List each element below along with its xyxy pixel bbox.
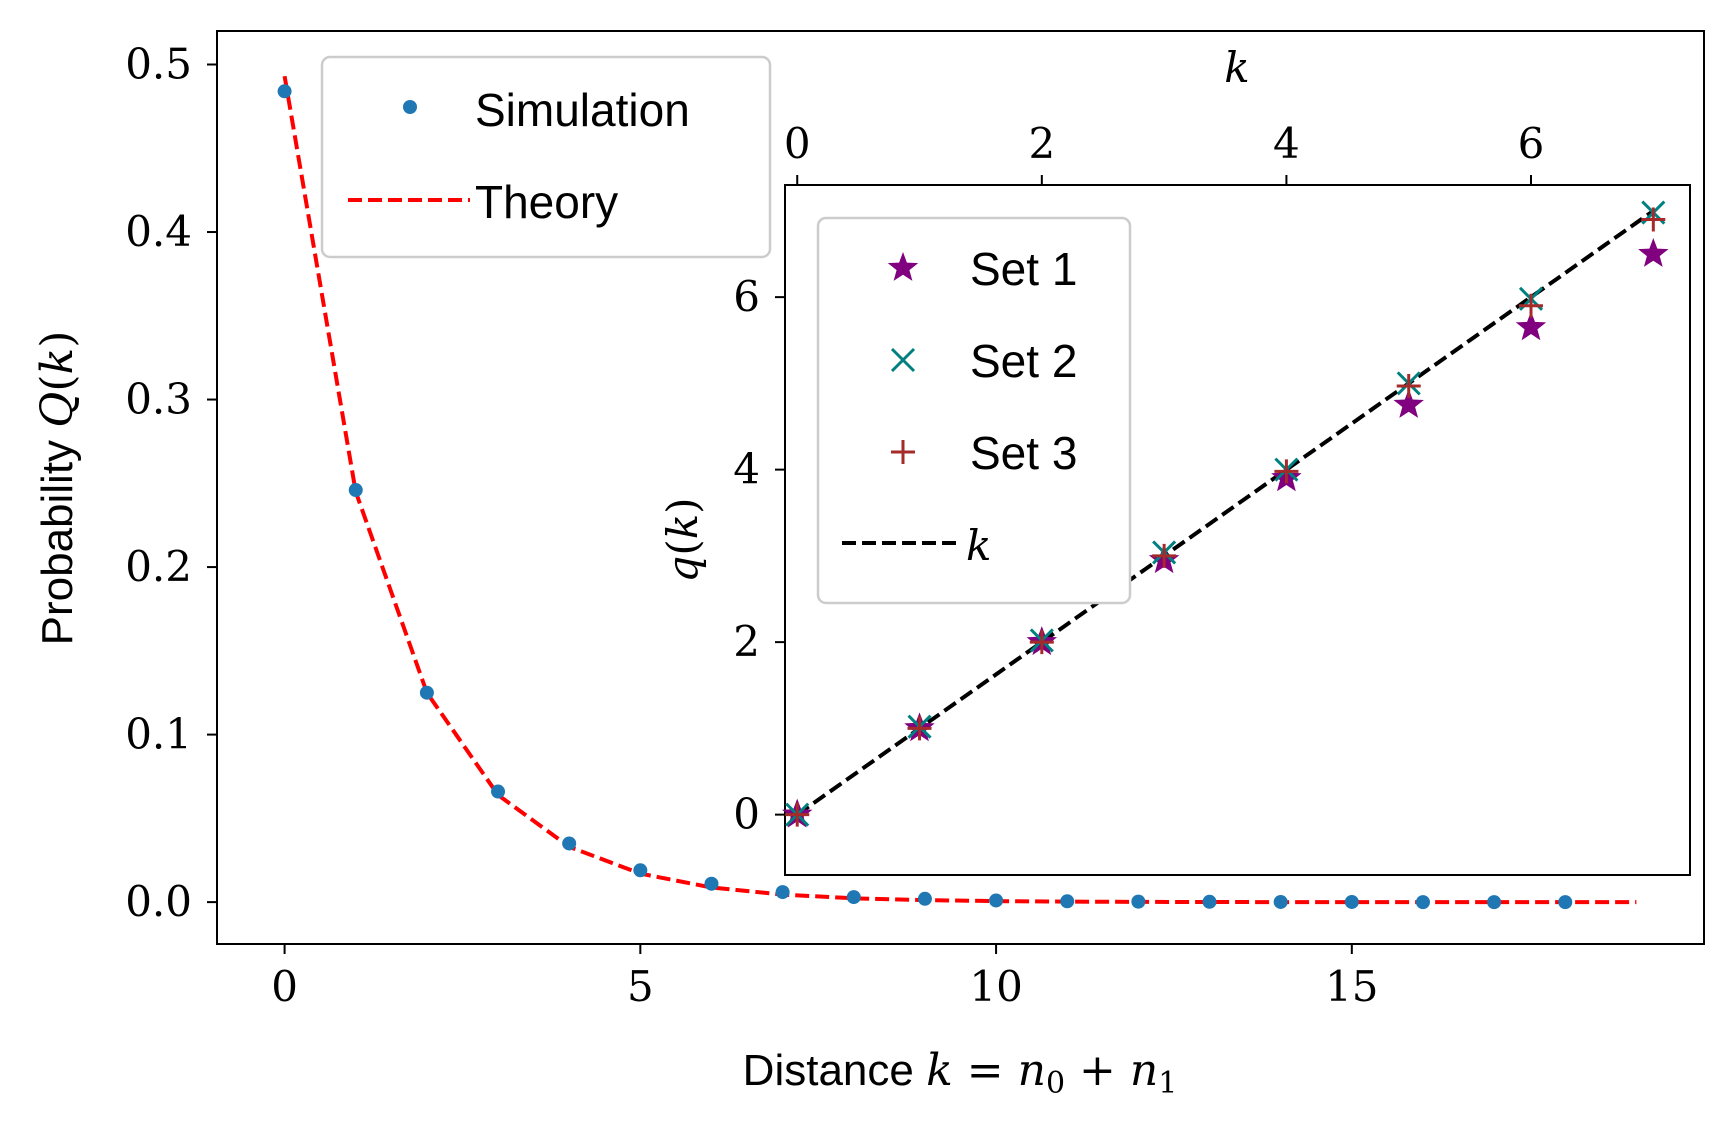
main-x-axis-label-eq: = bbox=[953, 1045, 1018, 1096]
simulation-point bbox=[1060, 894, 1075, 909]
main-legend-frame bbox=[320, 55, 772, 259]
identity-line bbox=[796, 209, 1655, 817]
inset-series bbox=[782, 200, 1669, 828]
simulation-point bbox=[775, 885, 790, 900]
legend-set1-marker bbox=[887, 252, 919, 281]
simulation-point bbox=[1558, 895, 1573, 910]
inset-y-tick-label: 2 bbox=[733, 617, 760, 666]
simulation-point bbox=[419, 685, 434, 700]
main-x-axis-label-var: k bbox=[926, 1045, 953, 1096]
legend-set3-label: Set 3 bbox=[970, 427, 1077, 479]
simulation-point bbox=[491, 784, 506, 799]
main-y-tick-label: 0.3 bbox=[125, 375, 192, 424]
inset-legend: Set 1 Set 2 Set 3 k bbox=[816, 216, 1132, 605]
main-x-tick-label: 15 bbox=[1325, 962, 1378, 1011]
legend-theory-label: Theory bbox=[475, 176, 618, 228]
inset-x-tick-label: 2 bbox=[1028, 119, 1055, 168]
inset-legend-frame bbox=[816, 216, 1132, 605]
set3-point bbox=[1641, 207, 1666, 232]
main-x-tick-label: 0 bbox=[271, 962, 298, 1011]
legend-simulation-label: Simulation bbox=[475, 84, 690, 136]
set3-point bbox=[1396, 373, 1421, 398]
legend-set2-x bbox=[890, 347, 916, 373]
main-x-tick-label: 5 bbox=[627, 962, 654, 1011]
main-x-axis-label-n0: n bbox=[1018, 1045, 1046, 1096]
simulation-point bbox=[633, 863, 648, 878]
simulation-point bbox=[1344, 894, 1359, 909]
set1-point bbox=[1393, 388, 1424, 418]
set3-point bbox=[1519, 293, 1544, 318]
main-y-tick-label: 0.4 bbox=[125, 207, 192, 256]
main-y-axis-label-var: k bbox=[32, 348, 83, 375]
set3-point bbox=[1152, 543, 1177, 568]
legend-set3-marker bbox=[891, 440, 915, 464]
main-x-axis-label-n0-sub: 0 bbox=[1046, 1066, 1065, 1101]
main-y-axis-label-open: ( bbox=[32, 374, 83, 391]
inset-y-axis-label-open: ( bbox=[658, 539, 707, 555]
legend-identity-label: k bbox=[966, 521, 991, 570]
legend-set1-label: Set 1 bbox=[970, 243, 1077, 295]
inset-x-tick-label: 6 bbox=[1518, 119, 1545, 168]
inset-y-axis-label-close: ) bbox=[658, 497, 707, 513]
simulation-point bbox=[989, 893, 1004, 908]
main-x-axis-label-n1-sub: 1 bbox=[1158, 1066, 1177, 1101]
set3-point bbox=[785, 802, 810, 827]
simulation-point bbox=[1273, 894, 1288, 909]
theory-line bbox=[282, 75, 1637, 905]
main-x-axis-label: Distance k = n0 + n1 bbox=[743, 1045, 1178, 1101]
main-y-axis-label-text: Probability bbox=[33, 428, 82, 646]
main-series bbox=[277, 75, 1637, 910]
set3-point bbox=[1274, 459, 1299, 484]
inset-y-axis-label-fn: q bbox=[658, 556, 707, 583]
simulation-point bbox=[846, 890, 861, 905]
simulation-point bbox=[277, 84, 292, 99]
main-x-tick-label: 10 bbox=[969, 962, 1022, 1011]
inset-y-tick-label: 4 bbox=[733, 445, 760, 494]
simulation-point bbox=[704, 876, 719, 891]
simulation-point bbox=[348, 483, 363, 498]
inset-y-tick-label: 6 bbox=[733, 272, 760, 321]
legend-set3-plus bbox=[891, 440, 915, 464]
legend-simulation-marker bbox=[403, 100, 417, 114]
simulation-point bbox=[1202, 894, 1217, 909]
main-x-axis-label-text: Distance bbox=[743, 1046, 926, 1095]
simulation-point bbox=[1131, 894, 1146, 909]
simulation-point bbox=[562, 836, 577, 851]
inset-x-tick-label: 4 bbox=[1273, 119, 1300, 168]
main-x-axis-label-n1: n bbox=[1130, 1045, 1158, 1096]
set1-point bbox=[1515, 311, 1547, 341]
inset-ticks: 0 2 4 6 0 2 4 6 bbox=[733, 119, 1544, 839]
set3-point bbox=[1029, 630, 1054, 655]
main-legend: Simulation Theory bbox=[320, 55, 772, 259]
main-y-axis-label-fn: Q bbox=[32, 392, 83, 428]
main-y-tick-label: 0.1 bbox=[125, 710, 192, 759]
set3-point bbox=[907, 716, 932, 741]
legend-set2-marker bbox=[890, 347, 916, 373]
inset-y-tick-label: 0 bbox=[733, 790, 760, 839]
main-y-axis-label-close: ) bbox=[32, 331, 83, 348]
legend-set2-label: Set 2 bbox=[970, 335, 1077, 387]
inset-x-axis-label: k bbox=[1224, 43, 1249, 92]
main-y-tick-label: 0.2 bbox=[125, 542, 192, 591]
main-y-axis-label: Probability Q(k) bbox=[32, 331, 83, 646]
main-ticks: 0 5 10 15 0.0 0.1 0.2 0.3 0.4 0.5 bbox=[125, 40, 1378, 1011]
simulation-point bbox=[1415, 895, 1430, 910]
main-y-tick-label: 0.0 bbox=[125, 877, 192, 926]
set1-point bbox=[1638, 238, 1669, 267]
main-y-tick-label: 0.5 bbox=[125, 40, 192, 89]
inset-y-axis-label: q(k) bbox=[658, 497, 707, 582]
main-x-axis-label-plus: + bbox=[1065, 1045, 1130, 1096]
simulation-point bbox=[917, 891, 932, 906]
legend-set1-star bbox=[887, 252, 919, 281]
inset-x-tick-label: 0 bbox=[784, 119, 811, 168]
simulation-point bbox=[1487, 895, 1502, 910]
inset-y-axis-label-var: k bbox=[658, 514, 707, 539]
